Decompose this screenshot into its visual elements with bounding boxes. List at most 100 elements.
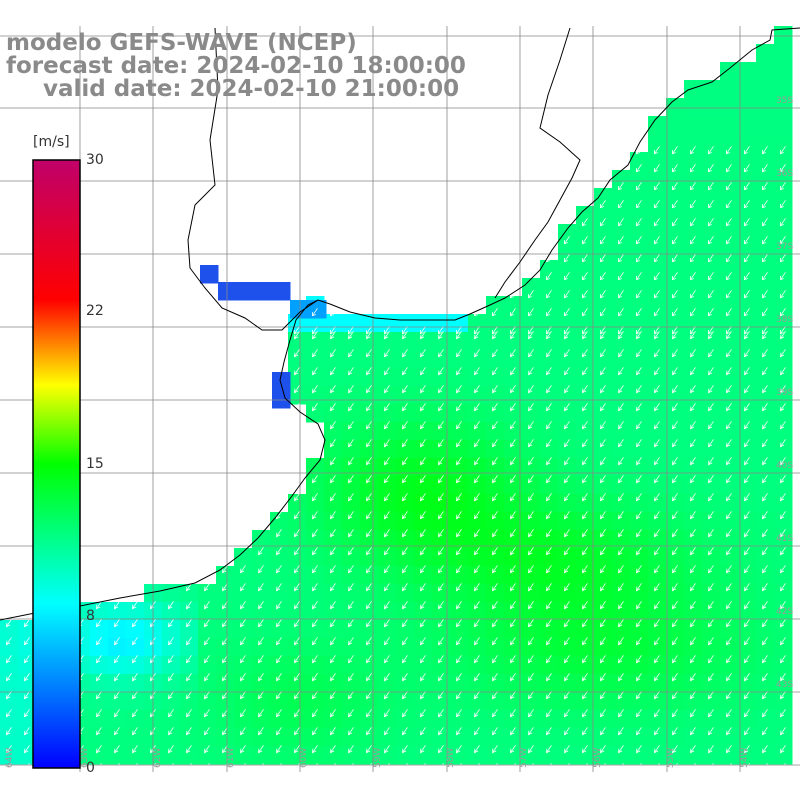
wind-cell bbox=[594, 620, 613, 639]
wind-cell bbox=[630, 350, 649, 369]
wind-arrow bbox=[258, 637, 264, 646]
wind-cell bbox=[360, 566, 379, 585]
wind-arrow bbox=[312, 349, 318, 358]
wind-cell bbox=[594, 566, 613, 585]
wind-cell bbox=[558, 440, 577, 459]
wind-cell bbox=[540, 620, 559, 639]
wind-arrow bbox=[690, 529, 696, 538]
wind-arrow bbox=[546, 673, 552, 682]
wind-arrow bbox=[636, 290, 642, 299]
wind-arrow bbox=[510, 475, 516, 484]
wind-cell bbox=[198, 602, 217, 621]
wind-cell bbox=[702, 530, 721, 549]
wind-cell bbox=[720, 368, 739, 387]
wind-cell bbox=[738, 278, 757, 297]
wind-arrow bbox=[384, 331, 390, 340]
wind-arrow bbox=[258, 601, 264, 610]
wind-arrow bbox=[204, 637, 210, 646]
wind-cell bbox=[342, 692, 361, 711]
wind-arrow bbox=[618, 182, 624, 191]
wind-arrow bbox=[240, 601, 246, 610]
wind-arrow bbox=[708, 709, 714, 718]
wind-cell bbox=[306, 548, 325, 567]
wind-cell bbox=[558, 548, 577, 567]
wind-cell bbox=[360, 602, 379, 621]
wind-arrow bbox=[438, 691, 444, 700]
wind-cell bbox=[666, 332, 685, 351]
wind-cell bbox=[720, 548, 739, 567]
wind-arrow bbox=[618, 439, 624, 448]
wind-cell bbox=[558, 584, 577, 603]
wind-arrow bbox=[276, 655, 282, 664]
wind-arrow bbox=[456, 403, 462, 412]
wind-arrow bbox=[330, 565, 336, 574]
wind-arrow bbox=[312, 475, 318, 484]
wind-cell bbox=[272, 372, 291, 391]
wind-cell bbox=[378, 674, 397, 693]
wind-arrow bbox=[564, 763, 570, 772]
wind-cell bbox=[756, 116, 775, 135]
wind-arrow bbox=[726, 655, 732, 664]
wind-cell bbox=[558, 602, 577, 621]
wind-cell bbox=[540, 710, 559, 729]
wind-arrow bbox=[708, 272, 714, 281]
wind-cell bbox=[306, 314, 325, 333]
wind-arrow bbox=[474, 601, 480, 610]
wind-arrow bbox=[384, 457, 390, 466]
wind-cell bbox=[126, 692, 145, 711]
wind-arrow bbox=[438, 529, 444, 538]
wind-cell bbox=[720, 314, 739, 333]
wind-cell bbox=[738, 674, 757, 693]
wind-cell bbox=[576, 206, 595, 225]
wind-arrow bbox=[726, 565, 732, 574]
wind-cell bbox=[774, 44, 793, 63]
wind-cell bbox=[270, 710, 289, 729]
wind-cell bbox=[612, 206, 631, 225]
longitude-label: 58W bbox=[446, 748, 456, 768]
wind-cell bbox=[594, 224, 613, 243]
wind-arrow bbox=[528, 619, 534, 628]
wind-cell bbox=[450, 638, 469, 657]
wind-arrow bbox=[132, 745, 138, 754]
wind-arrow bbox=[726, 763, 732, 772]
wind-cell bbox=[360, 422, 379, 441]
wind-arrow bbox=[546, 421, 552, 430]
wind-cell bbox=[702, 728, 721, 747]
wind-cell bbox=[522, 512, 541, 531]
wind-arrow bbox=[168, 619, 174, 628]
wind-arrow bbox=[348, 565, 354, 574]
wind-arrow bbox=[654, 218, 660, 227]
wind-arrow bbox=[582, 637, 588, 646]
wind-arrow bbox=[492, 475, 498, 484]
wind-cell bbox=[486, 440, 505, 459]
wind-cell bbox=[648, 476, 667, 495]
wind-cell bbox=[468, 530, 487, 549]
wind-cell bbox=[684, 710, 703, 729]
wind-arrow bbox=[348, 745, 354, 754]
wind-cell bbox=[702, 440, 721, 459]
wind-cell bbox=[288, 368, 307, 387]
wind-arrow bbox=[636, 326, 642, 335]
wind-cell bbox=[432, 404, 451, 423]
wind-arrow bbox=[312, 385, 318, 394]
wind-cell bbox=[216, 620, 235, 639]
wind-cell bbox=[648, 170, 667, 189]
wind-arrow bbox=[672, 326, 678, 335]
wind-cell bbox=[486, 314, 505, 333]
longitude-label: 59W bbox=[373, 748, 383, 768]
wind-cell bbox=[360, 404, 379, 423]
wind-arrow bbox=[474, 421, 480, 430]
wind-arrow bbox=[312, 493, 318, 502]
wind-cell bbox=[612, 242, 631, 261]
wind-arrow bbox=[636, 254, 642, 263]
wind-cell bbox=[396, 548, 415, 567]
wind-cell bbox=[540, 602, 559, 621]
wind-speed-cells bbox=[0, 26, 793, 765]
wind-arrow bbox=[726, 421, 732, 430]
wind-cell bbox=[720, 692, 739, 711]
wind-arrow bbox=[708, 565, 714, 574]
wind-arrow bbox=[726, 290, 732, 299]
wind-cell bbox=[324, 476, 343, 495]
wind-cell bbox=[306, 332, 325, 351]
wind-cell bbox=[324, 620, 343, 639]
